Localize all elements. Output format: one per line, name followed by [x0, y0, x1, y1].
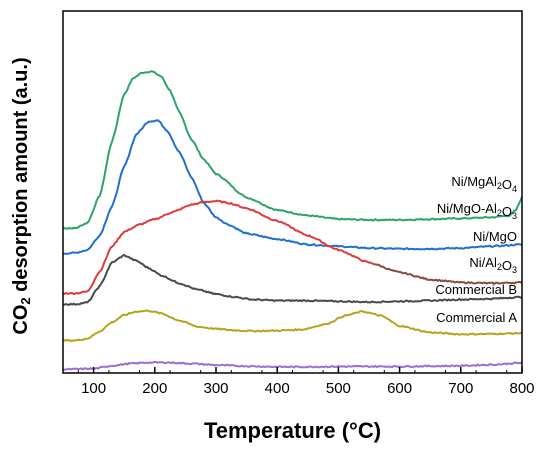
- series-label-commercial-a: Commercial A: [436, 310, 517, 325]
- x-tick-label: 700: [448, 380, 473, 397]
- x-tick-label: 200: [142, 380, 167, 397]
- series-label-ni-al2o3: Ni/Al2O3: [469, 255, 517, 275]
- series-lines: [62, 70, 523, 371]
- series-line-commercial-b: [62, 309, 523, 343]
- x-tick-label: 100: [81, 380, 106, 397]
- series-labels: Ni/MgAl2O4 Ni/MgO-Al2O3 Ni/MgO Ni/Al2O3 Comm…: [435, 174, 517, 325]
- series-line-ni-al2o3: [62, 253, 522, 306]
- x-tick-label: 600: [387, 380, 412, 397]
- y-axis-title: CO2 desorption amount (a.u.): [10, 57, 33, 334]
- series-label-ni-mgo: Ni/MgO: [473, 229, 517, 244]
- series-line-commercial-a: [62, 360, 523, 371]
- x-tick-label: 300: [203, 380, 228, 397]
- series-line-ni-mgal2o4: [62, 70, 523, 230]
- x-tick-label: 400: [265, 380, 290, 397]
- x-tick-label: 500: [326, 380, 351, 397]
- series-label-commercial-b: Commercial B: [435, 282, 517, 297]
- x-axis-title: Temperature (°C): [204, 418, 381, 443]
- series-label-ni-mgo-al2o3: Ni/MgO-Al2O3: [437, 201, 517, 221]
- series-line-ni-mgo-tail: [374, 263, 523, 285]
- series-label-ni-mgal2o4: Ni/MgAl2O4: [451, 174, 517, 194]
- series-line-ni-mgo-al2o3: [62, 119, 523, 255]
- x-tick-label: 800: [509, 380, 534, 397]
- x-axis-ticks: 100 200 300 400 500 600 700 800: [77, 367, 535, 397]
- series-line-ni-mgo: [62, 199, 376, 296]
